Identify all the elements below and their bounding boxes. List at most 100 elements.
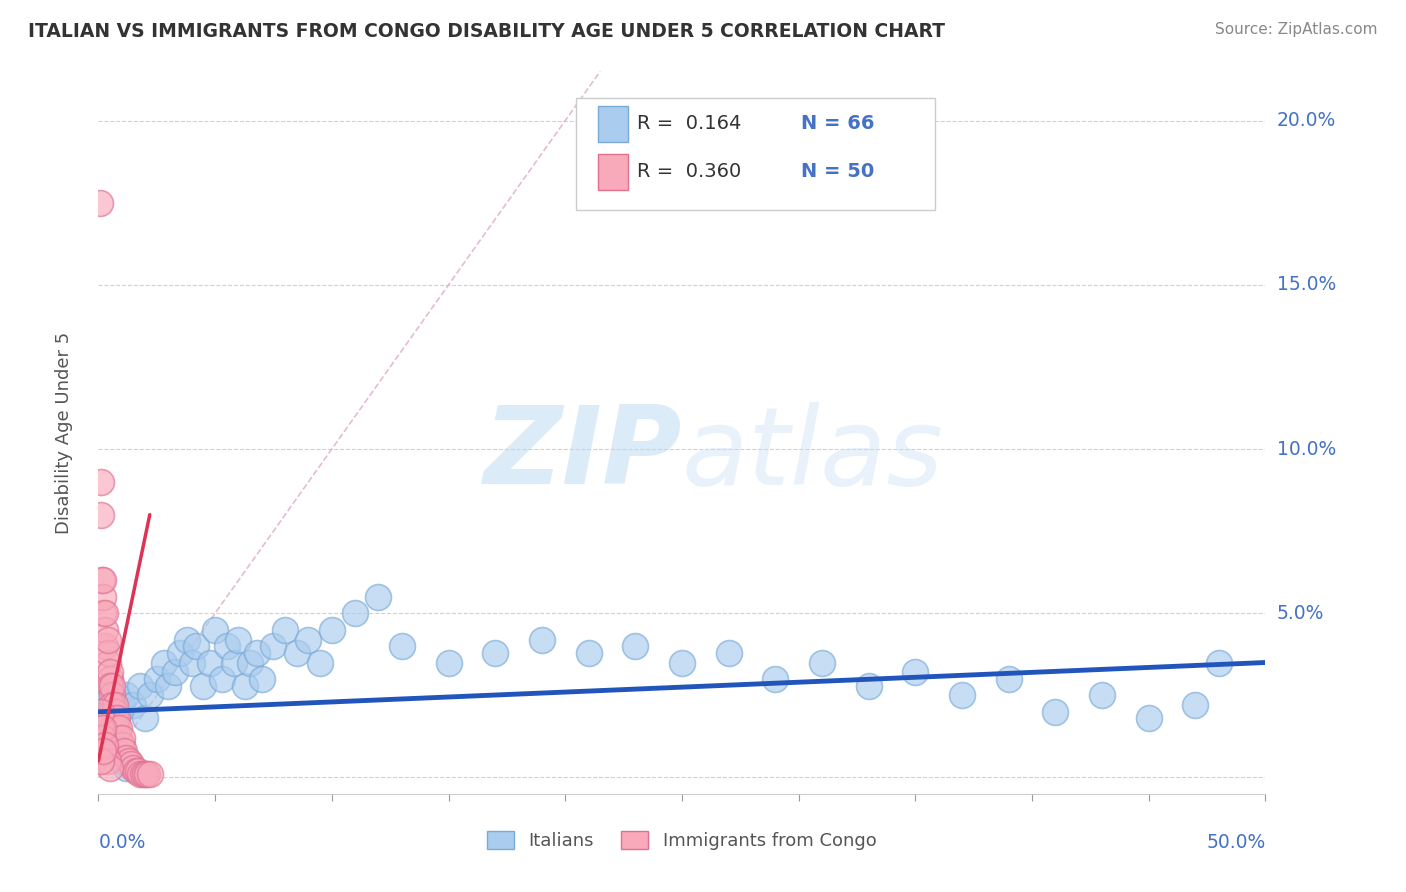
Point (139, 767, 162, 781)
Point (578, 646, 600, 660)
Point (91, 590, 114, 604)
Point (90, 508, 112, 522)
Point (91, 574, 114, 588)
Point (120, 757, 142, 772)
Y-axis label: Disability Age Under 5: Disability Age Under 5 (55, 332, 73, 533)
Point (97, 646, 120, 660)
Point (1091, 689, 1114, 703)
Point (118, 754, 141, 768)
Point (132, 767, 155, 781)
Point (176, 632, 198, 647)
Point (122, 761, 145, 775)
Point (104, 711, 127, 725)
Text: N = 50: N = 50 (801, 162, 875, 181)
Point (811, 656, 834, 670)
Point (129, 678, 152, 692)
Point (134, 767, 156, 781)
Point (101, 698, 124, 713)
Point (94, 711, 117, 725)
Point (122, 698, 145, 713)
Point (94, 738, 117, 752)
Point (169, 646, 191, 660)
Point (94, 623, 117, 637)
Point (98, 672, 121, 686)
Text: ITALIAN VS IMMIGRANTS FROM CONGO DISABILITY AGE UNDER 5 CORRELATION CHART: ITALIAN VS IMMIGRANTS FROM CONGO DISABIL… (28, 22, 945, 41)
Point (101, 689, 124, 703)
Point (115, 689, 138, 703)
Point (91, 698, 114, 713)
Point (105, 744, 128, 758)
Point (115, 751, 138, 765)
Point (285, 646, 308, 660)
Point (111, 754, 134, 768)
Point (98, 665, 121, 680)
Point (94, 607, 117, 621)
Text: 10.0%: 10.0% (1277, 440, 1336, 458)
Point (105, 711, 128, 725)
Point (235, 678, 257, 692)
Point (108, 731, 131, 745)
Point (321, 623, 343, 637)
Point (717, 646, 740, 660)
Point (90, 721, 112, 735)
Point (904, 665, 927, 680)
Point (98, 705, 121, 719)
Point (90, 705, 112, 719)
Point (111, 738, 134, 752)
Point (146, 672, 169, 686)
Point (222, 656, 245, 670)
Point (152, 656, 174, 670)
Point (91, 721, 114, 735)
Point (97, 656, 120, 670)
Point (105, 721, 128, 735)
Text: R =  0.360: R = 0.360 (637, 162, 741, 181)
Legend: Italians, Immigrants from Congo: Italians, Immigrants from Congo (479, 823, 884, 857)
Point (215, 639, 238, 653)
Point (997, 672, 1019, 686)
Point (97, 738, 120, 752)
Point (239, 656, 262, 670)
Text: 50.0%: 50.0% (1206, 833, 1265, 852)
Text: R =  0.164: R = 0.164 (637, 114, 741, 133)
Point (858, 678, 880, 692)
Point (262, 639, 284, 653)
Point (763, 672, 786, 686)
Point (200, 656, 222, 670)
Text: 20.0%: 20.0% (1277, 112, 1336, 130)
Point (101, 678, 124, 692)
Point (297, 632, 319, 647)
Point (89, 195, 111, 210)
Point (367, 590, 389, 604)
Text: atlas: atlas (682, 401, 943, 507)
Point (180, 656, 202, 670)
Point (91, 607, 114, 621)
Point (309, 656, 332, 670)
Point (391, 639, 413, 653)
Point (111, 731, 134, 745)
Point (98, 678, 121, 692)
Point (246, 646, 269, 660)
Point (1184, 698, 1206, 713)
Point (1045, 705, 1067, 719)
Point (250, 672, 273, 686)
Point (530, 632, 553, 647)
Point (91, 731, 114, 745)
Point (105, 689, 128, 703)
Point (94, 744, 117, 758)
Point (274, 623, 297, 637)
Point (125, 764, 148, 778)
Point (437, 656, 460, 670)
Point (129, 767, 152, 781)
Point (165, 665, 187, 680)
Point (344, 607, 367, 621)
Text: N = 66: N = 66 (801, 114, 875, 133)
Point (104, 705, 127, 719)
Point (98, 761, 121, 775)
Point (91, 744, 114, 758)
Point (97, 689, 120, 703)
Point (204, 623, 226, 637)
Point (97, 754, 120, 768)
Point (136, 767, 159, 781)
Point (101, 698, 124, 713)
Text: 15.0%: 15.0% (1277, 276, 1336, 294)
